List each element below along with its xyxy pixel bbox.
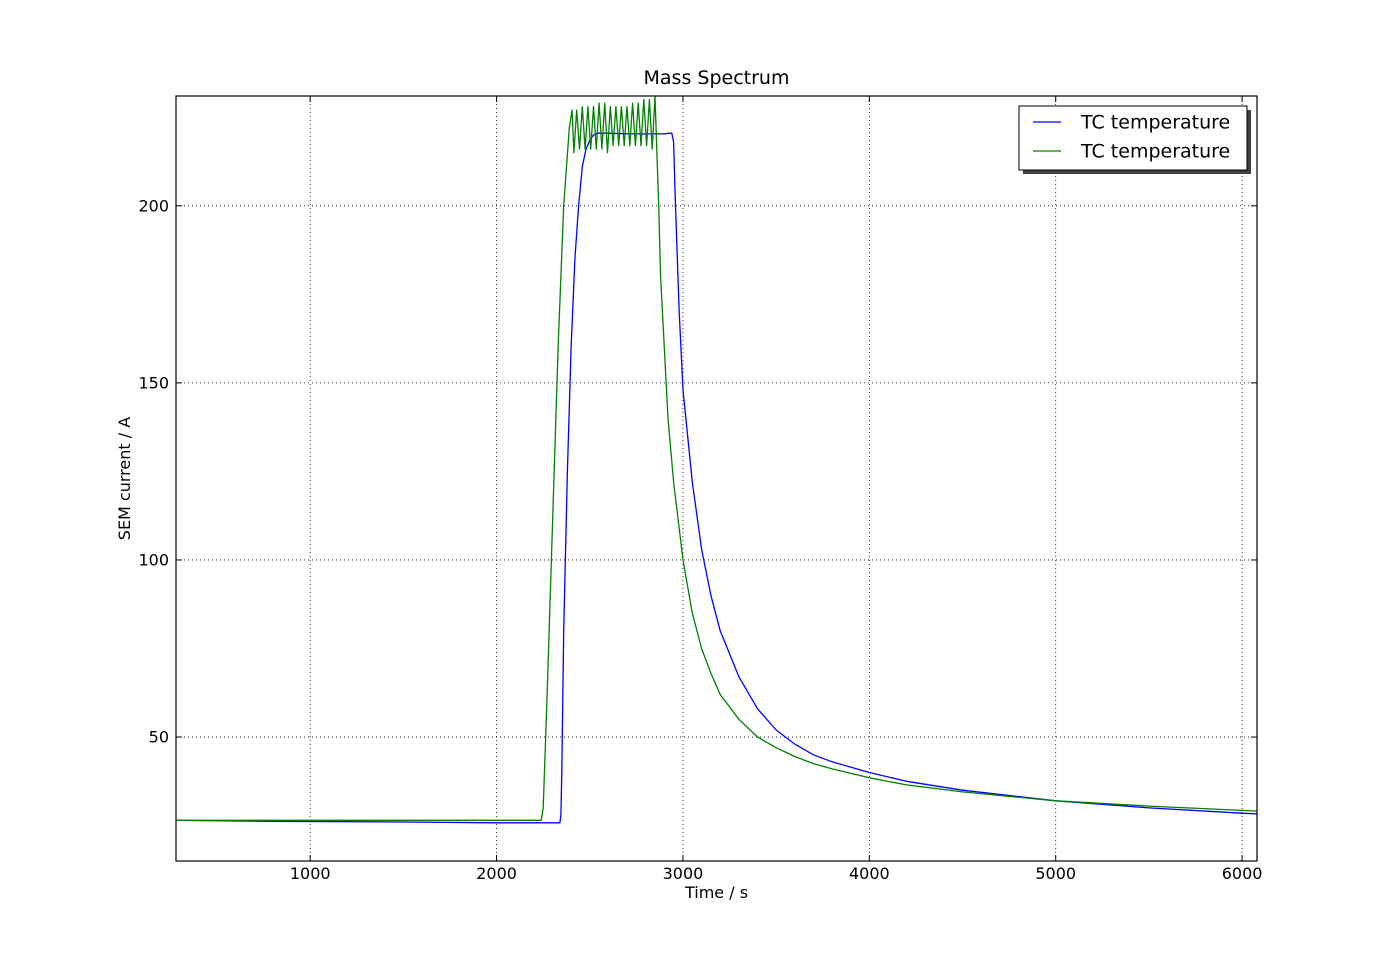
x-tick-label: 4000 — [849, 864, 890, 883]
x-tick-label: 2000 — [476, 864, 517, 883]
y-tick-label: 200 — [138, 196, 169, 215]
y-tick-label: 50 — [149, 728, 169, 747]
x-axis-label: Time / s — [684, 883, 748, 902]
y-tick-label: 100 — [138, 550, 169, 569]
legend-box — [1018, 105, 1248, 171]
series-line-1 — [175, 132, 1258, 824]
axis-ticks: 1000 2000 3000 4000 5000 6000 50 100 150 200 — [138, 96, 1262, 883]
grid-lines — [176, 96, 1257, 861]
x-tick-label: 3000 — [663, 864, 704, 883]
plot-frame — [175, 95, 1258, 862]
y-axis-label: SEM current / A — [115, 417, 134, 540]
x-tick-label: 1000 — [290, 864, 331, 883]
legend: TC temperature TC temperature — [1018, 105, 1251, 174]
series-lines — [175, 95, 1258, 824]
x-tick-label: 5000 — [1035, 864, 1076, 883]
x-tick-label: 6000 — [1222, 864, 1263, 883]
chart-title: Mass Spectrum — [644, 67, 790, 89]
legend-label-2: TC temperature — [1080, 141, 1230, 163]
legend-label-1: TC temperature — [1080, 112, 1230, 134]
series-line-2 — [176, 95, 1258, 821]
y-tick-label: 150 — [138, 373, 169, 392]
